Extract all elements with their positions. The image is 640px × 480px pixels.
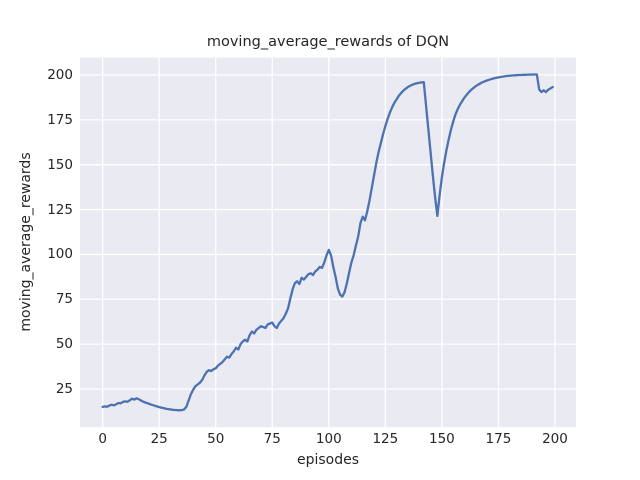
x-tick-label: 200 [542,431,568,447]
y-tick-label: 175 [47,111,73,128]
x-tick-label: 0 [98,431,107,447]
y-axis-label: moving_average_rewards [18,152,34,332]
x-tick-label: 175 [485,431,512,447]
y-tick-label: 75 [55,291,73,308]
x-tick-label: 50 [207,431,225,447]
x-tick-label: 25 [150,431,168,447]
x-tick-label: 150 [428,431,455,447]
y-tick-label: 200 [47,67,73,83]
y-tick-label: 125 [47,201,73,218]
axes-background [80,57,576,428]
y-tick-label: 25 [55,380,73,397]
x-tick-label: 100 [315,431,342,447]
x-tick-label: 75 [263,431,281,447]
chart-title: moving_average_rewards of DQN [206,34,450,50]
reward-line [101,73,554,412]
y-tick-label: 100 [47,246,73,263]
x-axis-label: episodes [296,452,360,468]
y-tick-label: 150 [47,156,73,173]
x-tick-label: 125 [372,431,399,447]
y-tick-label: 50 [55,336,73,353]
